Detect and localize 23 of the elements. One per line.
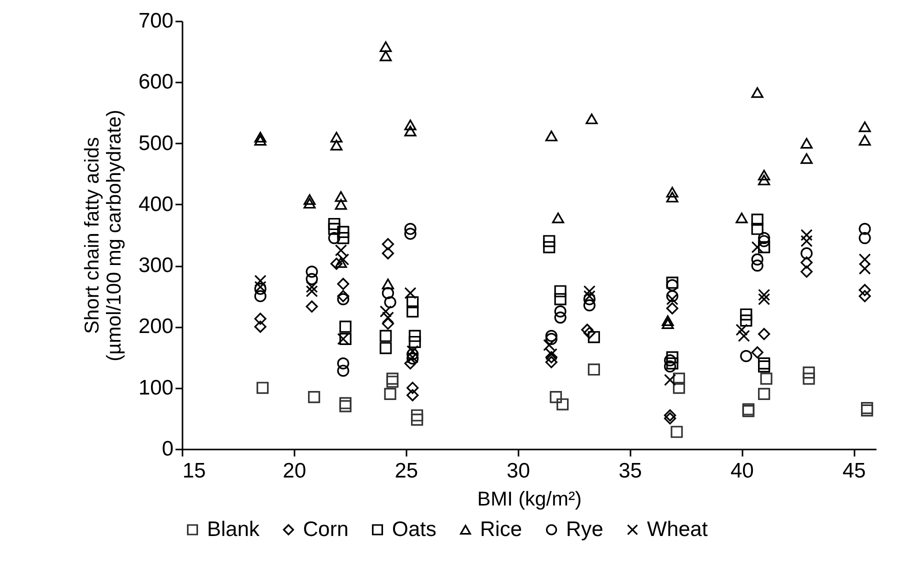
- x-tick-label: 20: [282, 460, 306, 482]
- y-tick-label: 700: [138, 10, 174, 32]
- legend-label: Corn: [303, 518, 349, 541]
- y-tick-label: 600: [138, 70, 174, 94]
- x-axis-title: BMI (kg/m²): [477, 488, 582, 510]
- x-tick-label: 30: [506, 460, 530, 482]
- legend-label: Rice: [480, 518, 522, 541]
- y-tick-label: 200: [138, 315, 174, 338]
- x-tick-label: 15: [182, 460, 206, 482]
- y-tick-label: 100: [138, 376, 174, 400]
- y-tick-label: 0: [162, 438, 174, 460]
- y-tick-label: 300: [138, 254, 174, 278]
- legend-label: Wheat: [647, 518, 708, 541]
- y-tick-label: 500: [138, 132, 174, 155]
- legend-label: Blank: [207, 518, 260, 541]
- legend-label: Rye: [566, 518, 604, 541]
- x-tick-label: 25: [394, 460, 418, 482]
- x-tick-label: 40: [730, 460, 754, 482]
- x-tick-label: 35: [618, 460, 642, 482]
- legend-label: Oats: [392, 518, 436, 541]
- y-tick-label: 400: [138, 192, 174, 216]
- x-tick-label: 45: [842, 460, 866, 482]
- y-axis-title: Short chain fatty acids (µmol/100 mg carbohydrate): [81, 110, 126, 362]
